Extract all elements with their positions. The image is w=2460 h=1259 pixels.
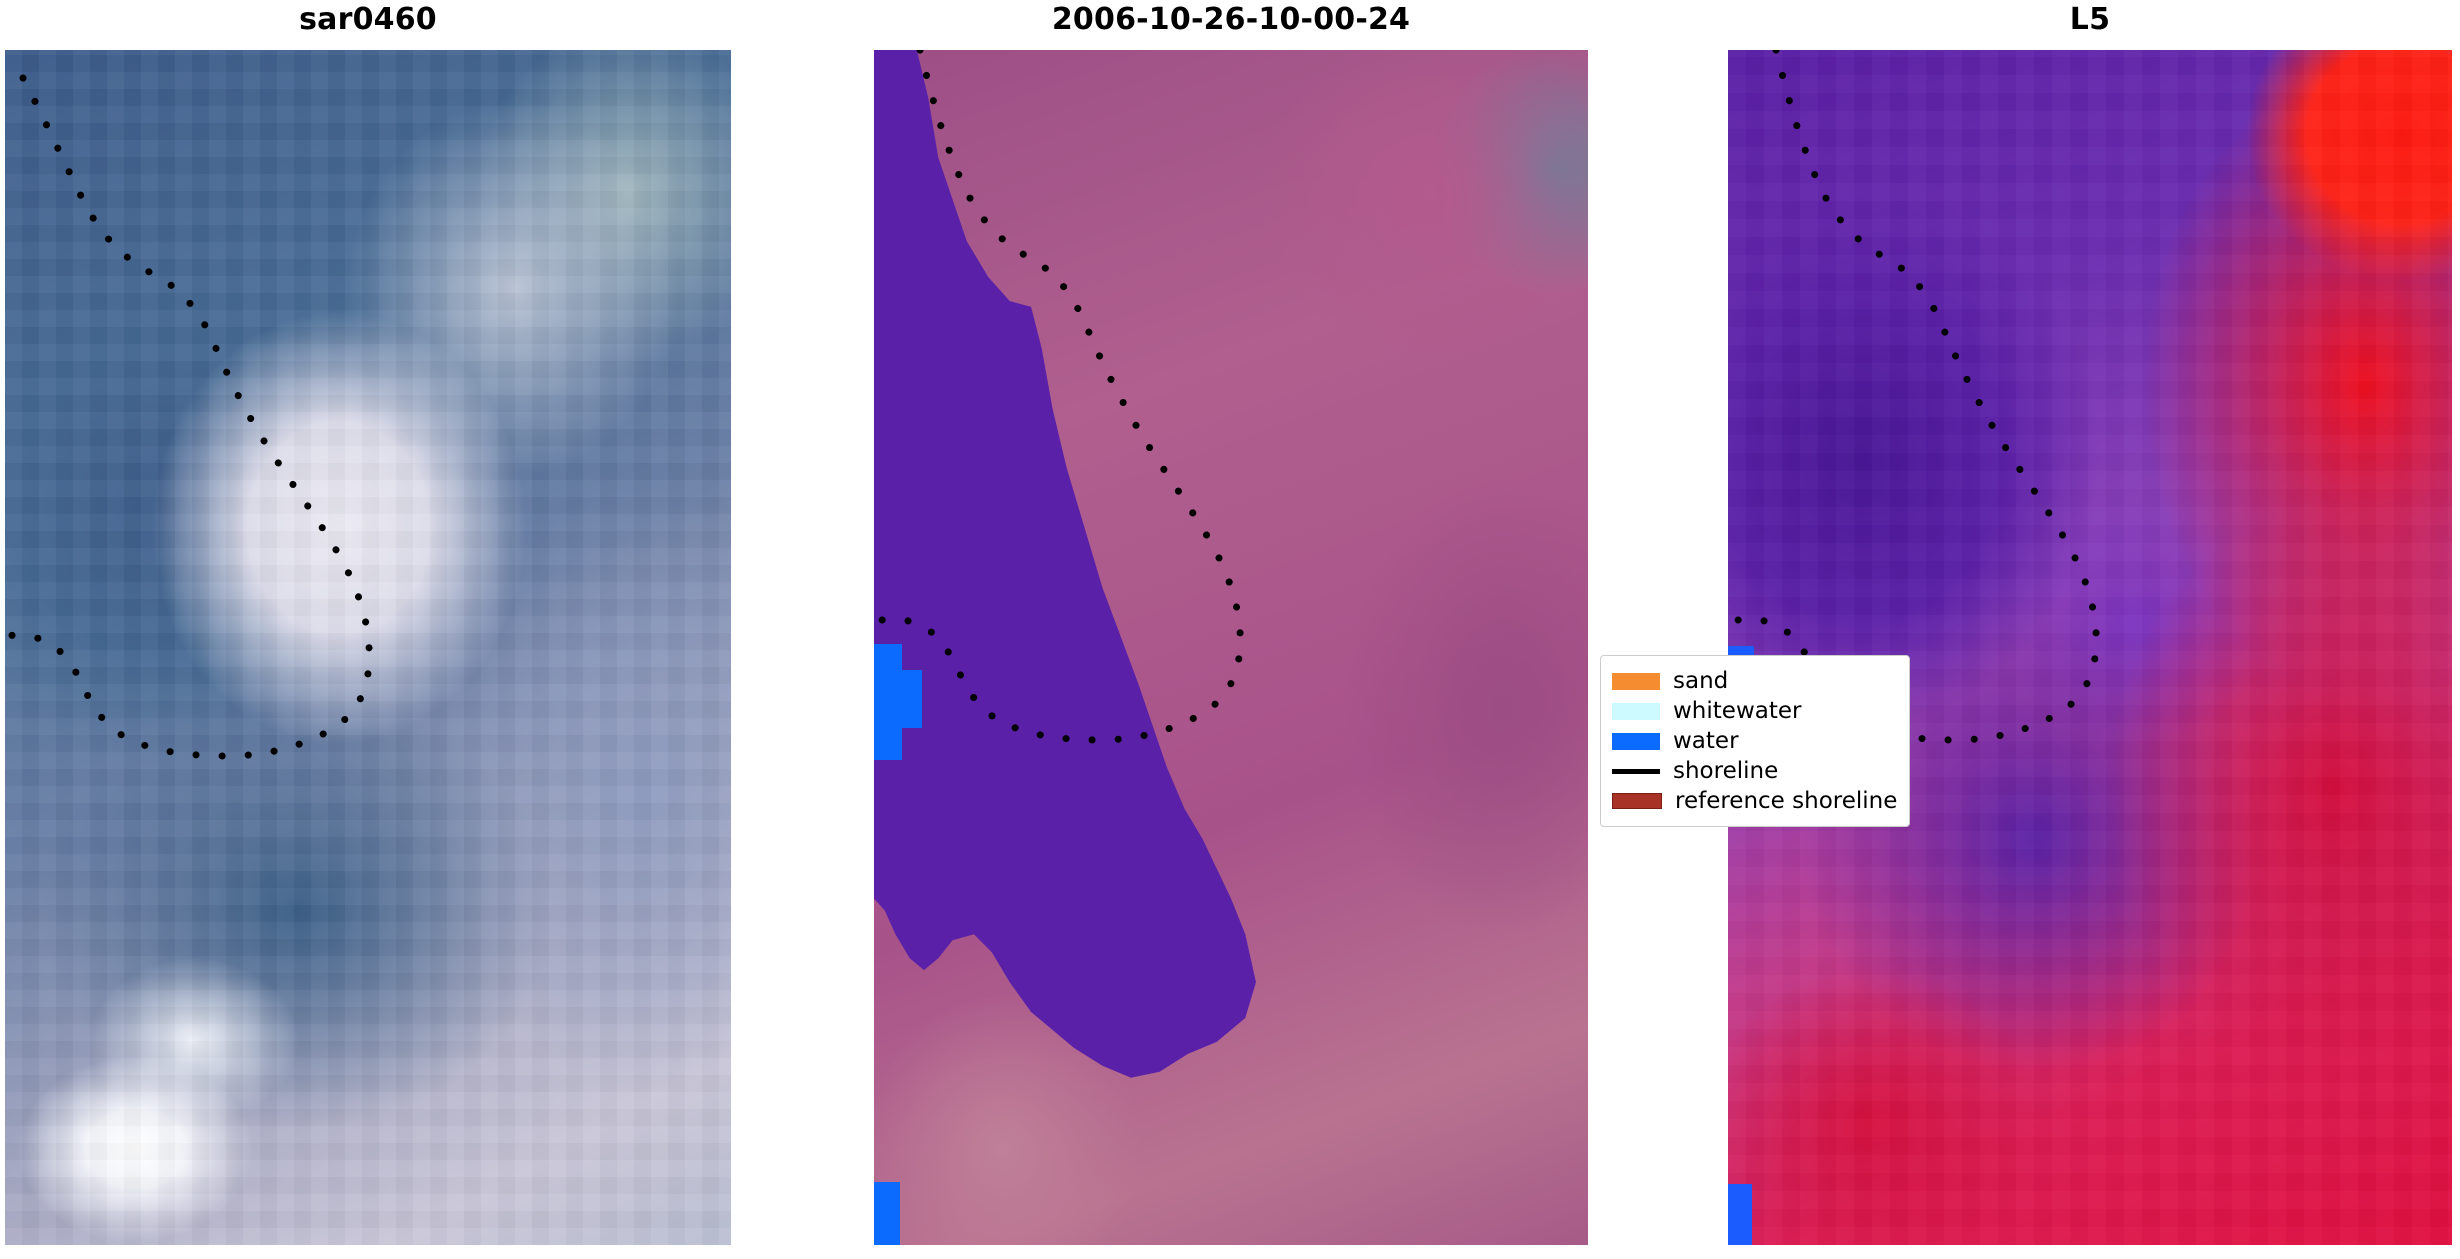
legend-label-shoreline: shoreline	[1673, 758, 1779, 784]
legend-label-water: water	[1673, 728, 1739, 754]
panel-title-l5: L5	[2069, 2, 2111, 37]
legend-item-sand[interactable]: sand	[1612, 666, 1897, 696]
panel-sar[interactable]	[5, 50, 731, 1245]
whitewater-swatch-icon	[1612, 702, 1660, 720]
legend-label-sand: sand	[1673, 668, 1729, 694]
legend-item-reference-shoreline[interactable]: reference shoreline	[1612, 786, 1897, 816]
legend-item-shoreline[interactable]: shoreline	[1612, 756, 1897, 786]
panel-classified[interactable]	[874, 50, 1588, 1245]
legend-label-reference-shoreline: reference shoreline	[1675, 788, 1898, 814]
legend-item-water[interactable]: water	[1612, 726, 1897, 756]
panel-title-sar: sar0460	[299, 2, 437, 37]
l5-raster	[1728, 50, 2452, 1245]
legend: sand whitewater water shoreline referenc…	[1600, 655, 1911, 827]
legend-label-whitewater: whitewater	[1673, 698, 1802, 724]
reference-shoreline-swatch-icon	[1612, 793, 1662, 809]
sand-swatch-icon	[1612, 672, 1660, 690]
sar-raster	[5, 50, 731, 1245]
panel-l5[interactable]	[1728, 50, 2452, 1245]
legend-item-whitewater[interactable]: whitewater	[1612, 696, 1897, 726]
classified-raster	[874, 50, 1588, 1245]
panel-title-classified: 2006-10-26-10-00-24	[1051, 2, 1411, 37]
water-swatch-icon	[1612, 732, 1660, 750]
shoreline-line-icon	[1612, 768, 1660, 774]
